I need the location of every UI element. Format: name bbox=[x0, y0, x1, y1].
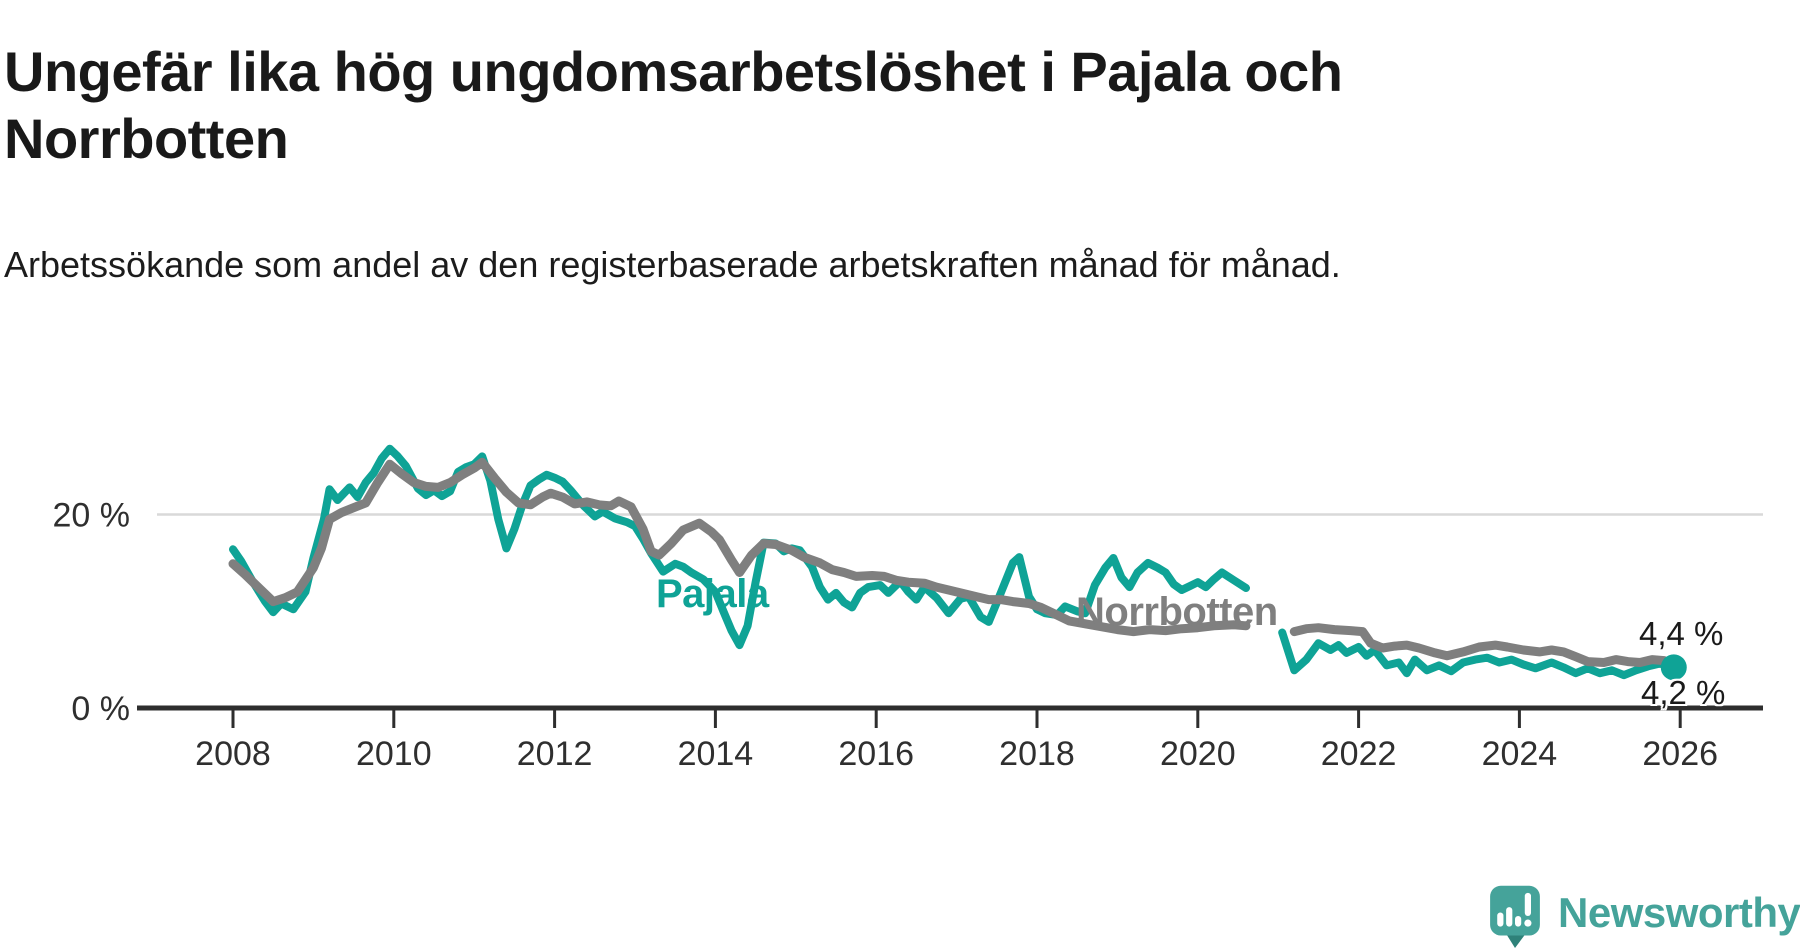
x-tick-label-2012: 2012 bbox=[517, 735, 593, 773]
newsworthy-logo[interactable]: Newsworthy bbox=[1488, 884, 1800, 948]
norrbotten-line-1 bbox=[1289, 623, 1679, 670]
pajala-line-0 bbox=[229, 444, 1250, 650]
x-tick-label-2016: 2016 bbox=[838, 735, 914, 773]
y-tick-label-20: 20 % bbox=[53, 497, 131, 535]
x-tick-label-2018: 2018 bbox=[999, 735, 1075, 773]
x-tick-label-2020: 2020 bbox=[1160, 735, 1236, 773]
page-subtitle: Arbetssökande som andel av den registerb… bbox=[4, 244, 1341, 285]
x-tick-label-2010: 2010 bbox=[356, 735, 432, 773]
series-label-pajala: Pajala bbox=[656, 572, 769, 616]
pajala-line-1 bbox=[1278, 628, 1678, 680]
page-title: Ungefär lika hög ungdomsarbetslöshet i P… bbox=[4, 39, 1343, 170]
end-value-pajala: 4,2 % bbox=[1641, 674, 1726, 711]
x-tick-label-2026: 2026 bbox=[1642, 735, 1718, 773]
x-tick-label-2008: 2008 bbox=[195, 735, 271, 773]
x-tick-label-2024: 2024 bbox=[1482, 735, 1558, 773]
newsworthy-wordmark: Newsworthy bbox=[1558, 889, 1800, 936]
newsworthy-chart-bubble-icon bbox=[1488, 884, 1542, 948]
x-tick-label-2014: 2014 bbox=[678, 735, 754, 773]
series-label-norrbotten: Norrbotten bbox=[1076, 590, 1278, 634]
x-tick-label-2022: 2022 bbox=[1321, 735, 1397, 773]
end-value-norrbotten: 4,4 % bbox=[1639, 615, 1724, 652]
norrbotten-line-0 bbox=[228, 457, 1251, 637]
y-tick-label-0: 0 % bbox=[71, 690, 130, 728]
pajala-end-dot bbox=[1660, 654, 1687, 681]
